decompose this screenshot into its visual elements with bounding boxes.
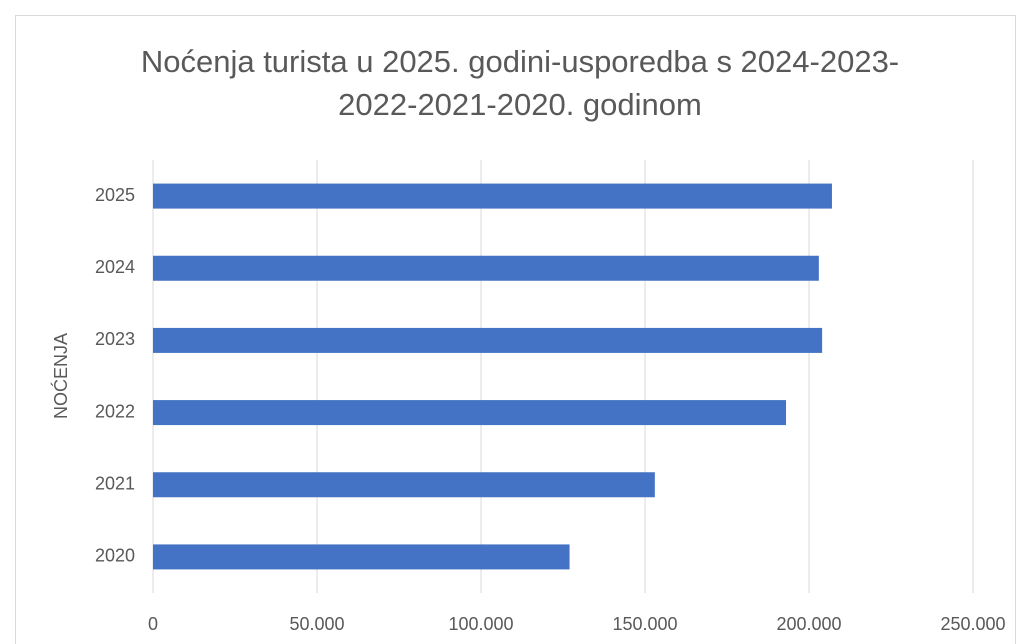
bar xyxy=(153,400,787,426)
y-axis-label: NOĆENJA xyxy=(50,333,71,419)
bar xyxy=(153,544,570,570)
x-tick-label: 150.000 xyxy=(612,614,677,634)
bar xyxy=(153,472,655,498)
y-tick-label: 2023 xyxy=(95,329,135,349)
y-tick-label: 2024 xyxy=(95,257,135,277)
x-tick-label: 100.000 xyxy=(448,614,513,634)
y-tick-label: 2020 xyxy=(95,546,135,566)
x-tick-label: 0 xyxy=(148,614,158,634)
x-tick-label: 200.000 xyxy=(776,614,841,634)
x-tick-label: 250.000 xyxy=(940,614,1005,634)
bar xyxy=(153,183,832,209)
chart-border xyxy=(15,15,1016,644)
chart-title: Noćenja turista u 2025. godini-usporedba… xyxy=(140,44,900,122)
y-tick-label: 2025 xyxy=(95,185,135,205)
bar xyxy=(153,327,823,353)
y-tick-label: 2021 xyxy=(95,474,135,494)
bar xyxy=(153,255,819,281)
y-tick-label: 2022 xyxy=(95,401,135,421)
x-tick-label: 50.000 xyxy=(289,614,344,634)
